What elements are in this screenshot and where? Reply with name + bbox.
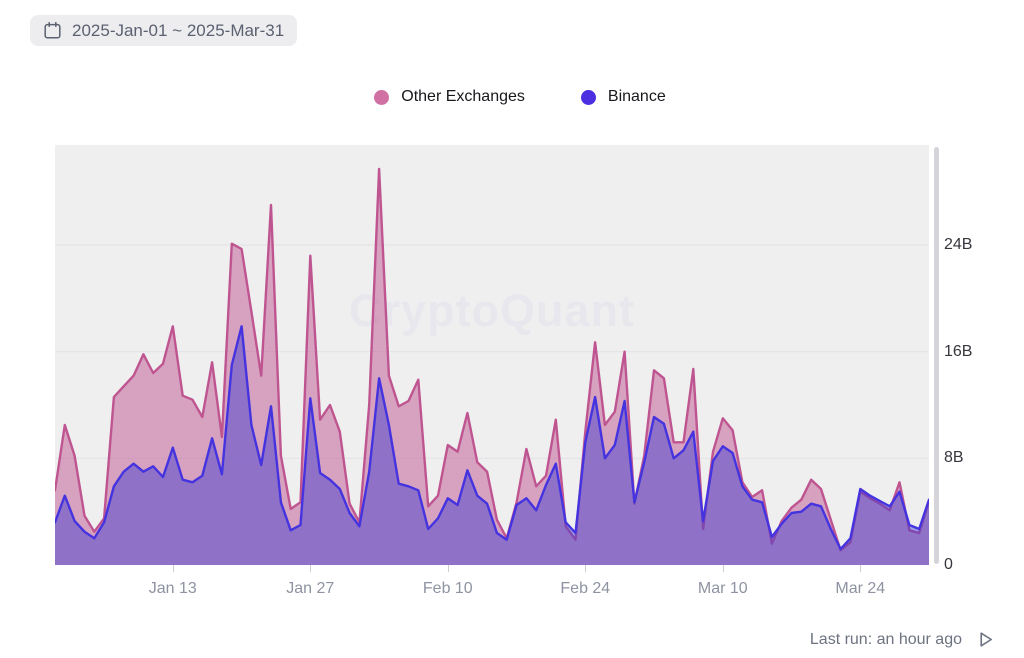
- date-range-chip[interactable]: 2025-Jan-01 ~ 2025-Mar-31: [30, 15, 298, 46]
- x-tick-mark: [447, 565, 449, 572]
- x-tick-label: Jan 13: [148, 580, 197, 597]
- legend-dot-binance: [580, 89, 596, 105]
- other-exchanges-area: [55, 169, 929, 565]
- y-tick-label: 0: [944, 556, 953, 573]
- chart-scrollbar[interactable]: [934, 147, 939, 564]
- last-run-text: Last run: an hour ago: [809, 630, 962, 648]
- x-tick-label: Feb 10: [422, 580, 473, 597]
- y-tick-label: 16B: [944, 342, 973, 360]
- chart-plot-area[interactable]: CryptoQuant: [55, 145, 929, 565]
- legend-dot-other-exchanges: [374, 89, 390, 105]
- x-tick-mark: [310, 565, 312, 572]
- calendar-icon: [43, 21, 62, 40]
- chart-svg: [55, 167, 929, 565]
- binance-area: [55, 326, 929, 565]
- x-tick-label: Feb 24: [560, 580, 611, 597]
- other-exchanges-line: [55, 167, 929, 552]
- binance-line: [55, 325, 929, 551]
- last-run-bar: Last run: an hour ago: [810, 629, 996, 650]
- legend-label-binance: Binance: [607, 88, 666, 105]
- x-tick-label: Jan 27: [286, 580, 335, 597]
- x-tick-mark: [722, 565, 724, 572]
- play-icon: [975, 629, 996, 650]
- x-tick-mark: [860, 565, 862, 572]
- legend-label-other-exchanges: Other Exchanges: [401, 88, 525, 105]
- chart-legend: Other Exchanges Binance: [0, 88, 1024, 106]
- y-tick-label: 8B: [944, 449, 964, 467]
- y-tick-label: 24B: [944, 236, 973, 253]
- x-tick-label: Mar 10: [697, 580, 748, 597]
- date-range-label: 2025-Jan-01 ~ 2025-Mar-31: [72, 20, 285, 40]
- legend-item-other-exchanges[interactable]: Other Exchanges: [374, 88, 525, 106]
- x-tick-mark: [172, 565, 174, 572]
- x-tick-label: Mar 24: [835, 580, 886, 597]
- run-button[interactable]: [975, 629, 996, 650]
- x-tick-mark: [585, 565, 587, 572]
- legend-item-binance[interactable]: Binance: [580, 88, 666, 106]
